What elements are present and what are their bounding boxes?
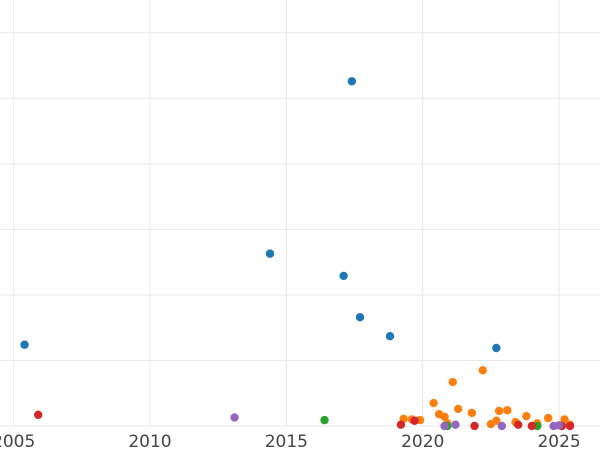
data-point-blue [20,340,29,349]
x-axis-ticks: 2005 2010 2015 2020 2025 [0,432,581,450]
data-point-orange [448,377,457,387]
data-point-purple [440,421,449,431]
data-point-orange [543,413,553,423]
data-point-purple [497,421,507,431]
data-point-orange [560,415,569,424]
data-point-red [33,410,43,420]
data-point-red [565,421,575,431]
data-point-red [527,421,537,431]
data-point-orange [453,404,463,414]
data-point-blue [492,343,501,353]
data-point-orange [494,406,504,416]
x-tick-label: 2015 [265,432,308,450]
data-point-blue [339,271,348,281]
data-point-orange [503,406,512,415]
data-point-purple [230,413,239,422]
data-point-orange [492,416,501,425]
x-tick-label: 2025 [537,432,580,450]
data-point-blue [265,249,275,258]
x-tick-label: 2005 [0,432,35,450]
data-point-red [513,420,523,429]
data-point-orange [478,366,487,375]
data-point-orange [440,412,449,422]
data-point-purple [554,421,564,430]
x-tick-label: 2020 [401,432,444,450]
grid-layer [0,0,600,427]
data-point-purple [451,420,460,429]
data-point-red [396,420,406,429]
data-point-orange [522,411,531,421]
data-point-red [410,416,419,425]
data-point-blue [347,77,357,86]
data-point-blue [355,313,365,322]
x-tick-label: 2010 [128,432,171,450]
data-point-orange [429,398,438,408]
data-point-green [320,415,329,425]
points-layer [20,77,575,431]
data-point-red [470,421,479,431]
data-point-orange [467,408,477,418]
data-point-blue [385,332,395,341]
